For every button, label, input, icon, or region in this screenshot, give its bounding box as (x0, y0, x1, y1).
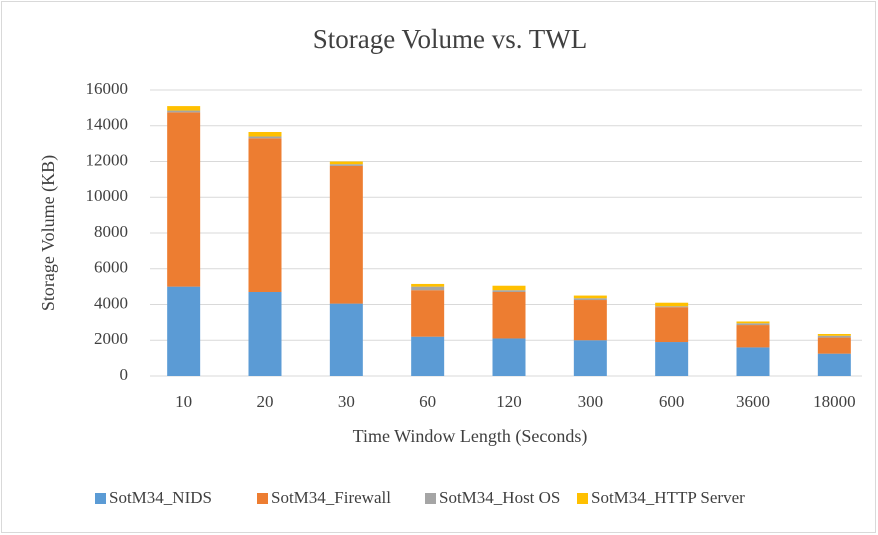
bar-segment (573, 298, 607, 301)
legend-label: SotM34_NIDS (109, 488, 212, 507)
bar-segment (248, 291, 282, 376)
y-axis-label: Storage Volume (KB) (38, 155, 59, 311)
bar-segment (655, 302, 689, 307)
bar-segment (573, 295, 607, 299)
bar-segment (167, 110, 201, 113)
bar-segment (167, 106, 201, 111)
y-tick-label: 0 (120, 365, 129, 384)
bar-segment (248, 138, 282, 292)
bar-segment (492, 285, 526, 291)
legend-swatch (257, 493, 268, 504)
bar-segment (492, 290, 526, 292)
bar-segment (817, 335, 851, 338)
bar-segment (573, 340, 607, 376)
y-tick-label: 16000 (86, 79, 129, 98)
legend-swatch (577, 493, 588, 504)
bar-segment (411, 290, 445, 337)
x-tick-label: 120 (496, 392, 522, 411)
bar-segment (492, 291, 526, 339)
bar-segment (817, 337, 851, 354)
x-axis-label: Time Window Length (Seconds) (353, 426, 588, 447)
x-tick-label: 300 (578, 392, 604, 411)
x-tick-label: 3600 (736, 392, 770, 411)
x-tick-label: 30 (338, 392, 355, 411)
bar-segment (817, 333, 851, 336)
bar-segment (329, 165, 363, 304)
legend-swatch (425, 493, 436, 504)
legend-label: SotM34_Host OS (439, 488, 560, 507)
x-tick-label: 18000 (813, 392, 856, 411)
bar-segment (329, 303, 363, 376)
chart-title: Storage Volume vs. TWL (313, 24, 587, 54)
y-tick-label: 14000 (86, 115, 129, 134)
y-tick-label: 12000 (86, 150, 129, 169)
bar-segment (248, 136, 282, 139)
y-tick-label: 8000 (94, 222, 128, 241)
bar-segment (167, 286, 201, 376)
bar-segment (736, 323, 770, 326)
x-tick-label: 10 (175, 392, 192, 411)
bar-segment (655, 342, 689, 376)
bar-segment (248, 132, 282, 137)
y-tick-label: 10000 (86, 186, 129, 205)
bar-segment (736, 321, 770, 324)
legend-swatch (95, 493, 106, 504)
y-tick-label: 6000 (94, 258, 128, 277)
bar-segment (817, 353, 851, 376)
x-tick-label: 60 (419, 392, 436, 411)
x-tick-label: 600 (659, 392, 685, 411)
legend-label: SotM34_Firewall (271, 488, 391, 507)
bar-segment (736, 347, 770, 376)
bar-segment (167, 112, 201, 287)
bar-segment (411, 283, 445, 287)
bar-segment (655, 307, 689, 343)
bar-segment (329, 161, 363, 165)
legend-label: SotM34_HTTP Server (591, 488, 745, 507)
bar-segment (411, 286, 445, 291)
bar-segment (329, 164, 363, 166)
bar-segment (492, 338, 526, 376)
bar-segment (736, 325, 770, 348)
bar-segment (573, 300, 607, 341)
y-tick-label: 2000 (94, 329, 128, 348)
bar-segment (411, 336, 445, 376)
x-tick-label: 20 (257, 392, 274, 411)
y-tick-label: 4000 (94, 293, 128, 312)
bar-segment (655, 306, 689, 308)
